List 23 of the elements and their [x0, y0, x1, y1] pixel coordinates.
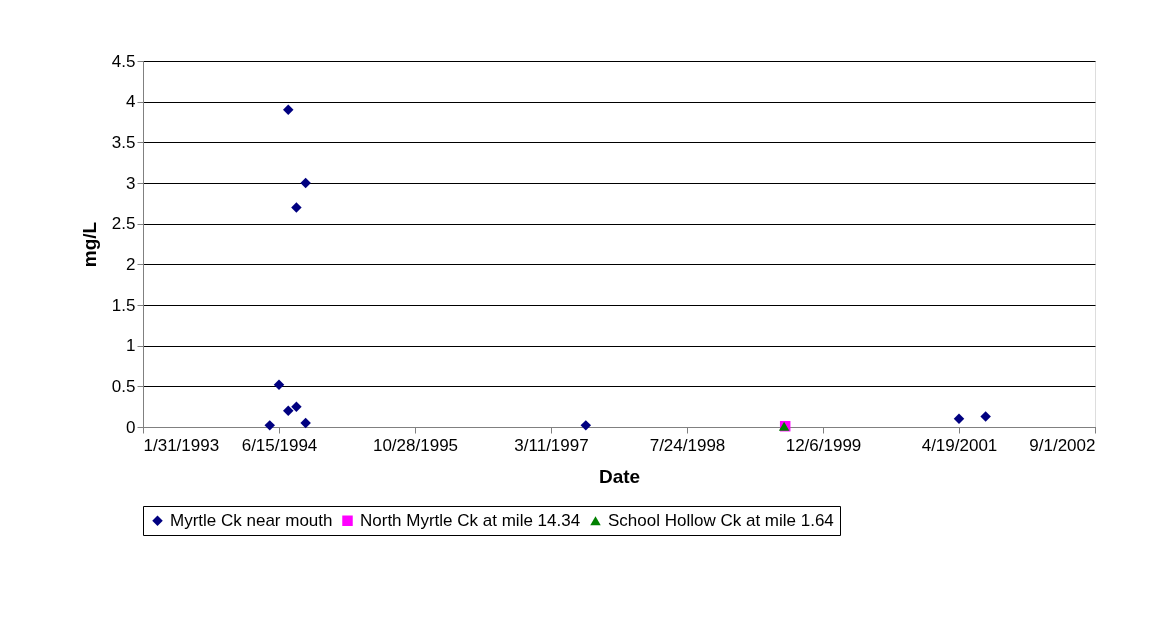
y-tick-label: 3.5 — [111, 132, 136, 152]
y-tick-label: 0.5 — [111, 376, 136, 396]
y-tick-label: 4.5 — [111, 51, 136, 71]
legend-label: Myrtle Ck near mouth — [170, 510, 333, 530]
x-tick-label: 3/11/1997 — [514, 435, 589, 455]
x-tick-label: 1/31/1993 — [143, 435, 220, 455]
x-axis-title: Date — [598, 465, 641, 487]
y-axis-title: mg/L — [78, 221, 100, 268]
y-tick-label: 2.5 — [111, 214, 136, 234]
y-tick-label: 2 — [126, 254, 136, 274]
y-tick-label: 1 — [126, 336, 136, 356]
x-tick-label: 12/6/1999 — [785, 435, 862, 455]
x-tick-label: 9/1/2002 — [1029, 435, 1096, 455]
y-tick-label: 4 — [126, 92, 136, 112]
legend-label: School Hollow Ck at mile 1.64 — [608, 510, 834, 530]
x-tick-label: 4/19/2001 — [921, 435, 998, 455]
y-tick-label: 3 — [126, 173, 136, 193]
y-tick-label: 0 — [126, 417, 136, 437]
legend-label: North Myrtle Ck at mile 14.34 — [360, 510, 581, 530]
x-tick-label: 6/15/1994 — [241, 435, 318, 455]
y-tick-label: 1.5 — [111, 295, 136, 315]
x-tick-label: 10/28/1995 — [372, 435, 459, 455]
x-tick-label: 7/24/1998 — [649, 435, 726, 455]
